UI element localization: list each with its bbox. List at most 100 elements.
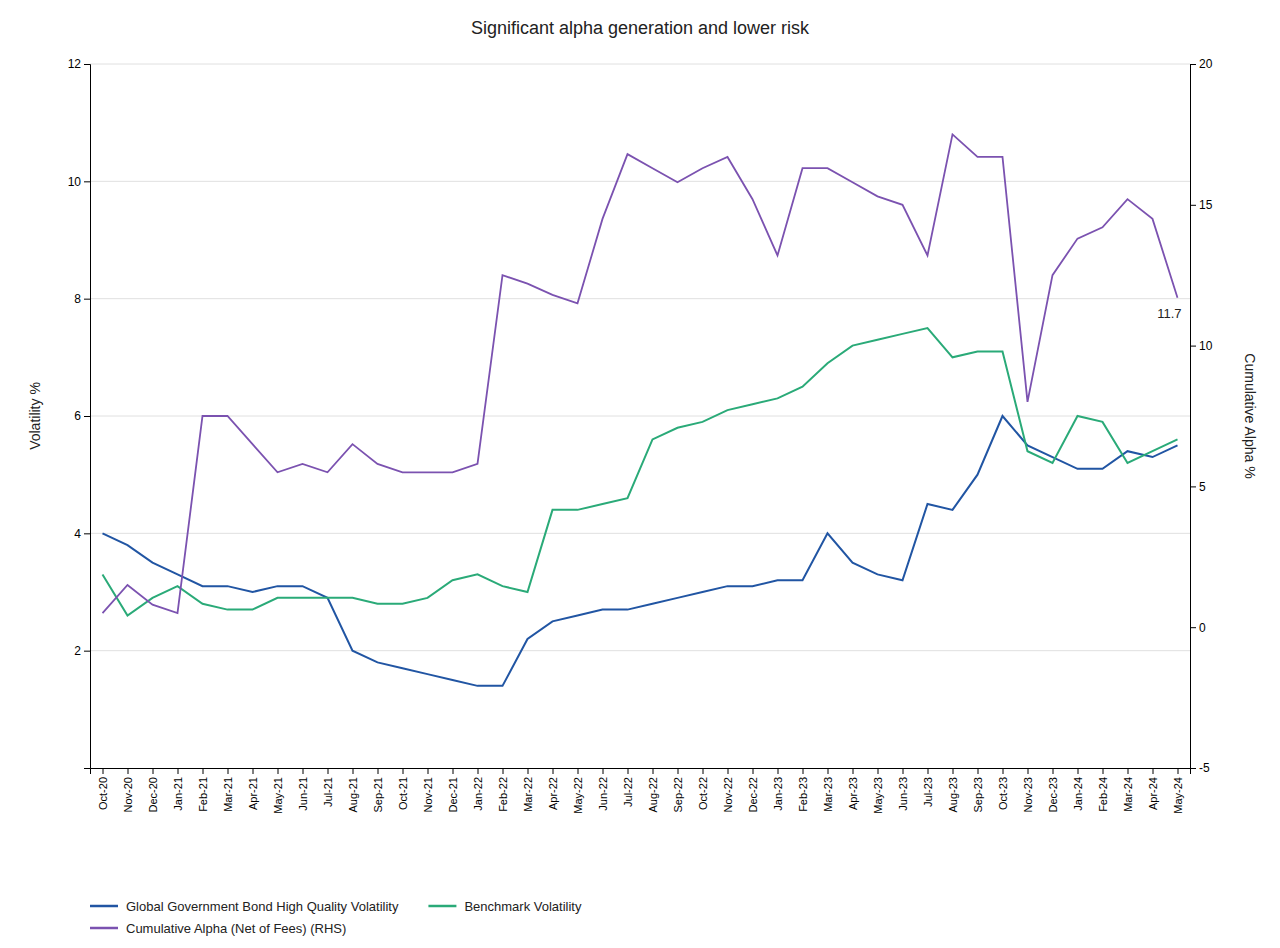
tick-label: Dec-22 — [747, 777, 759, 812]
tick-label: Jan-22 — [472, 777, 484, 811]
tick-mark — [1128, 768, 1129, 774]
tick-mark — [553, 768, 554, 774]
tick-mark — [353, 768, 354, 774]
axis-line — [84, 65, 91, 769]
tick-label: -5 — [1199, 761, 1210, 775]
tick: Apr-24 — [1147, 768, 1159, 810]
tick: Jan-22 — [472, 768, 484, 811]
tick: Mar-21 — [222, 768, 234, 812]
grid-line — [90, 181, 1190, 182]
tick: 20 — [1190, 57, 1213, 71]
tick: Oct-23 — [997, 768, 1009, 810]
tick-label: 10 — [1199, 339, 1213, 353]
tick: 0 — [1190, 621, 1206, 635]
tick-label: Mar-23 — [822, 777, 834, 812]
tick-mark — [1190, 205, 1196, 206]
tick-mark — [303, 768, 304, 774]
tick-label: Aug-22 — [647, 777, 659, 812]
tick-label: May-23 — [872, 777, 884, 814]
tick: Jan-23 — [772, 768, 784, 811]
tick-mark — [1078, 768, 1079, 774]
y2-axis: -5 0 5 10 15 20 — [1190, 57, 1213, 775]
tick-mark — [1190, 768, 1196, 769]
tick: 10 — [68, 175, 90, 189]
tick: Feb-24 — [1097, 768, 1109, 812]
tick-label: Sep-21 — [372, 777, 384, 812]
tick-label: Nov-23 — [1022, 777, 1034, 812]
tick: Jun-22 — [597, 768, 609, 811]
tick: Sep-21 — [372, 768, 384, 812]
tick-mark — [153, 768, 154, 774]
tick-mark — [528, 768, 529, 774]
plot-root: Oct-20Nov-20Dec-20Jan-21Feb-21Mar-21Apr-… — [68, 57, 1213, 813]
tick: Mar-22 — [522, 768, 534, 812]
tick-label: 8 — [74, 292, 81, 306]
tick-mark — [84, 64, 90, 65]
tick-label: Nov-20 — [122, 777, 134, 812]
tick-mark — [1003, 768, 1004, 774]
tick-mark — [453, 768, 454, 774]
grid-line — [90, 650, 1190, 651]
tick-label: Dec-20 — [147, 777, 159, 812]
tick-label: 15 — [1199, 198, 1213, 212]
tick-label: Mar-21 — [222, 777, 234, 812]
tick-mark — [1190, 346, 1196, 347]
tick-label: Jul-22 — [622, 777, 634, 807]
tick: -5 — [1190, 761, 1210, 775]
tick-mark — [728, 768, 729, 774]
tick-mark — [84, 651, 90, 652]
tick: Nov-22 — [722, 768, 734, 812]
tick-label: Nov-22 — [722, 777, 734, 812]
tick-label: 20 — [1199, 57, 1213, 71]
tick-label: 12 — [68, 57, 82, 71]
legend-label: Cumulative Alpha (Net of Fees) (RHS) — [126, 921, 346, 936]
tick: Dec-21 — [447, 768, 459, 812]
tick-mark — [803, 768, 804, 774]
grid — [90, 64, 1190, 651]
tick: 2 — [74, 644, 90, 658]
tick-mark — [328, 768, 329, 774]
tick-mark — [128, 768, 129, 774]
tick-mark — [253, 768, 254, 774]
tick: Oct-21 — [397, 768, 409, 810]
annotation: 11.7 — [1157, 306, 1181, 321]
tick: Feb-21 — [197, 768, 209, 812]
tick-mark — [678, 768, 679, 774]
tick-mark — [953, 768, 954, 774]
tick-mark — [878, 768, 879, 774]
tick-mark — [1190, 627, 1196, 628]
tick: Nov-21 — [422, 768, 434, 812]
grid-line — [90, 533, 1190, 534]
tick: Mar-24 — [1122, 768, 1134, 812]
tick-label: Oct-22 — [697, 777, 709, 810]
tick-label: Jan-21 — [172, 777, 184, 811]
tick: 4 — [74, 527, 90, 541]
chart-svg: Oct-20Nov-20Dec-20Jan-21Feb-21Mar-21Apr-… — [0, 0, 1280, 948]
tick-label: Feb-24 — [1097, 777, 1109, 812]
tick-label: Jun-21 — [297, 777, 309, 811]
tick: Dec-23 — [1047, 768, 1059, 812]
tick-label: Mar-22 — [522, 777, 534, 812]
tick: Aug-22 — [647, 768, 659, 812]
tick-mark — [84, 299, 90, 300]
tick-label: Feb-23 — [797, 777, 809, 812]
tick-label: Oct-23 — [997, 777, 1009, 810]
tick: Jan-24 — [1072, 768, 1084, 811]
tick-mark — [778, 768, 779, 774]
tick-label: May-22 — [572, 777, 584, 814]
tick: 15 — [1190, 198, 1213, 212]
tick-label: Sep-22 — [672, 777, 684, 812]
tick-label: Jun-22 — [597, 777, 609, 811]
tick: Feb-23 — [797, 768, 809, 812]
series-line — [103, 134, 1178, 613]
tick-label: Aug-21 — [347, 777, 359, 812]
tick-mark — [1178, 768, 1179, 774]
legend-swatch — [90, 927, 118, 930]
tick: 5 — [1190, 480, 1206, 494]
tick-label: Jan-23 — [772, 777, 784, 811]
tick: Apr-21 — [247, 768, 259, 810]
tick-label: Jan-24 — [1072, 777, 1084, 811]
tick: 10 — [1190, 339, 1213, 353]
tick: Sep-23 — [972, 768, 984, 812]
tick-label: 0 — [1199, 621, 1206, 635]
